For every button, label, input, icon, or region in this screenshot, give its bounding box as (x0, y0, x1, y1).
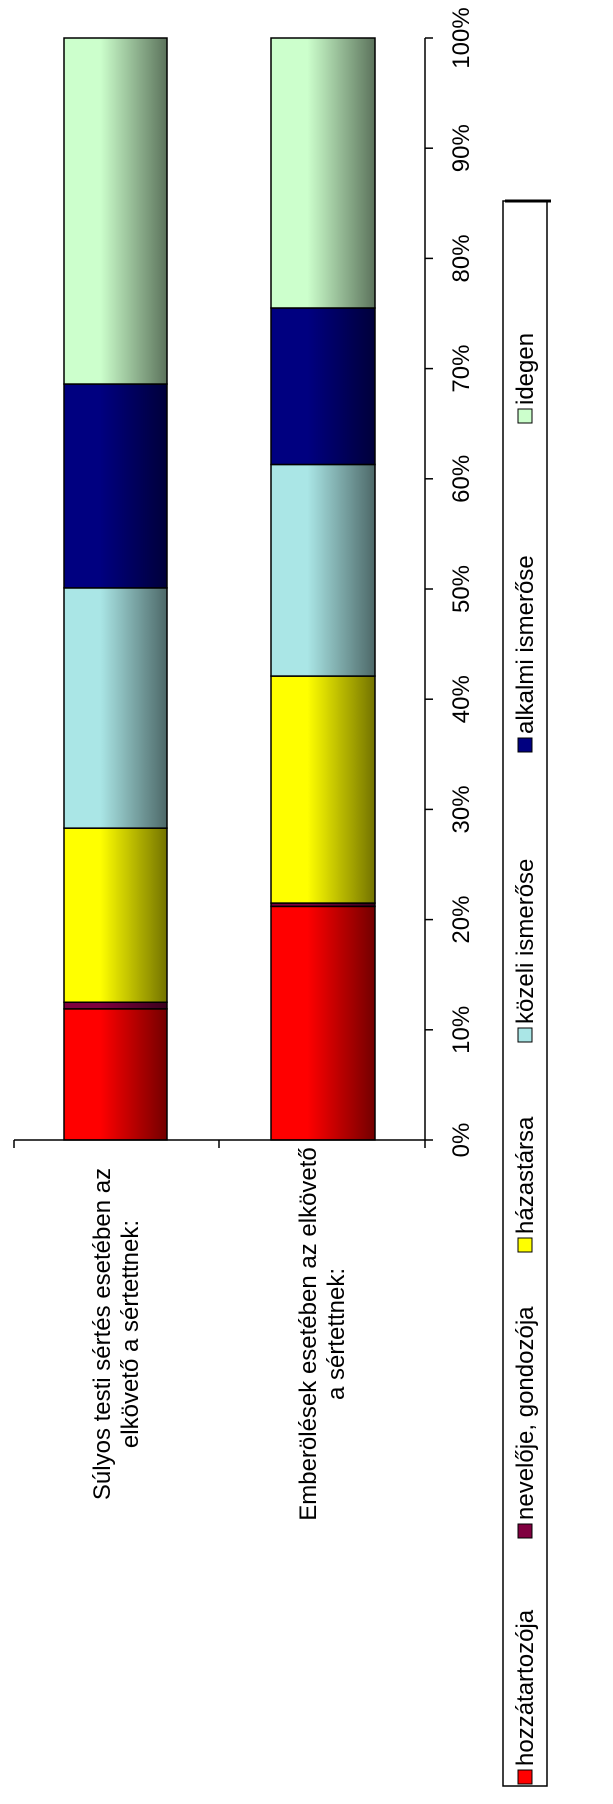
bar-segment-2-5 (270, 307, 376, 466)
legend-swatch (517, 737, 533, 753)
legend: hozzátartozója nevelője, gondozója házastá… (502, 199, 551, 1787)
bar-segment-2-6 (270, 37, 376, 309)
axes-group: 0% 10% 20% 30% 40% 50% 60% 70% 80% 90% 100% (13, 7, 475, 1158)
x-tick-label: 50% (448, 565, 475, 613)
legend-label: házastársa (512, 1116, 539, 1234)
x-tick-label: 10% (448, 1006, 475, 1054)
legend-label: hozzátartozója (512, 1609, 539, 1766)
bar-segment-1-1 (63, 1008, 168, 1141)
bar-segment-1-5 (63, 383, 168, 589)
x-tick-label: 60% (448, 455, 475, 503)
bars-group (63, 37, 376, 1141)
x-tick-label: 20% (448, 896, 475, 944)
category-label: a sértettnek: (323, 1268, 350, 1400)
x-tick-label: 0% (448, 1123, 475, 1158)
legend-swatch (517, 1769, 533, 1785)
category-label: elkövető a sértettnek: (117, 1220, 144, 1448)
bar-segment-2-1 (270, 905, 376, 1141)
legend-swatch (517, 1027, 533, 1043)
bar-segment-1-3 (63, 827, 168, 1003)
x-tick-label: 90% (448, 124, 475, 172)
legend-swatch (517, 408, 533, 424)
x-tick-label: 40% (448, 675, 475, 723)
legend-label: idegen (512, 333, 539, 405)
x-tick-label: 70% (448, 345, 475, 393)
legend-label: alkalmi ismerőse (512, 555, 539, 734)
legend-label: nevelője, gondozója (512, 1306, 539, 1520)
x-tick-label: 30% (448, 785, 475, 833)
category-label: Emberölések esetében az elkövető (295, 1147, 322, 1521)
x-tick-label: 100% (448, 7, 475, 68)
legend-swatch (517, 1523, 533, 1539)
legend-swatch (517, 1237, 533, 1253)
bar-segment-1-4 (63, 587, 168, 829)
x-tick-label: 80% (448, 234, 475, 282)
bar-segment-1-6 (63, 37, 168, 385)
bar-segment-2-3 (270, 675, 376, 904)
category-label: Súlyos testi sértés esetében az (89, 1168, 116, 1500)
bar-segment-2-4 (270, 463, 376, 677)
category-labels: Súlyos testi sértés esetében az elkövető … (89, 1147, 350, 1521)
legend-label: közeli ismerőse (512, 859, 539, 1024)
bar-segment-1-2 (63, 1001, 168, 1010)
